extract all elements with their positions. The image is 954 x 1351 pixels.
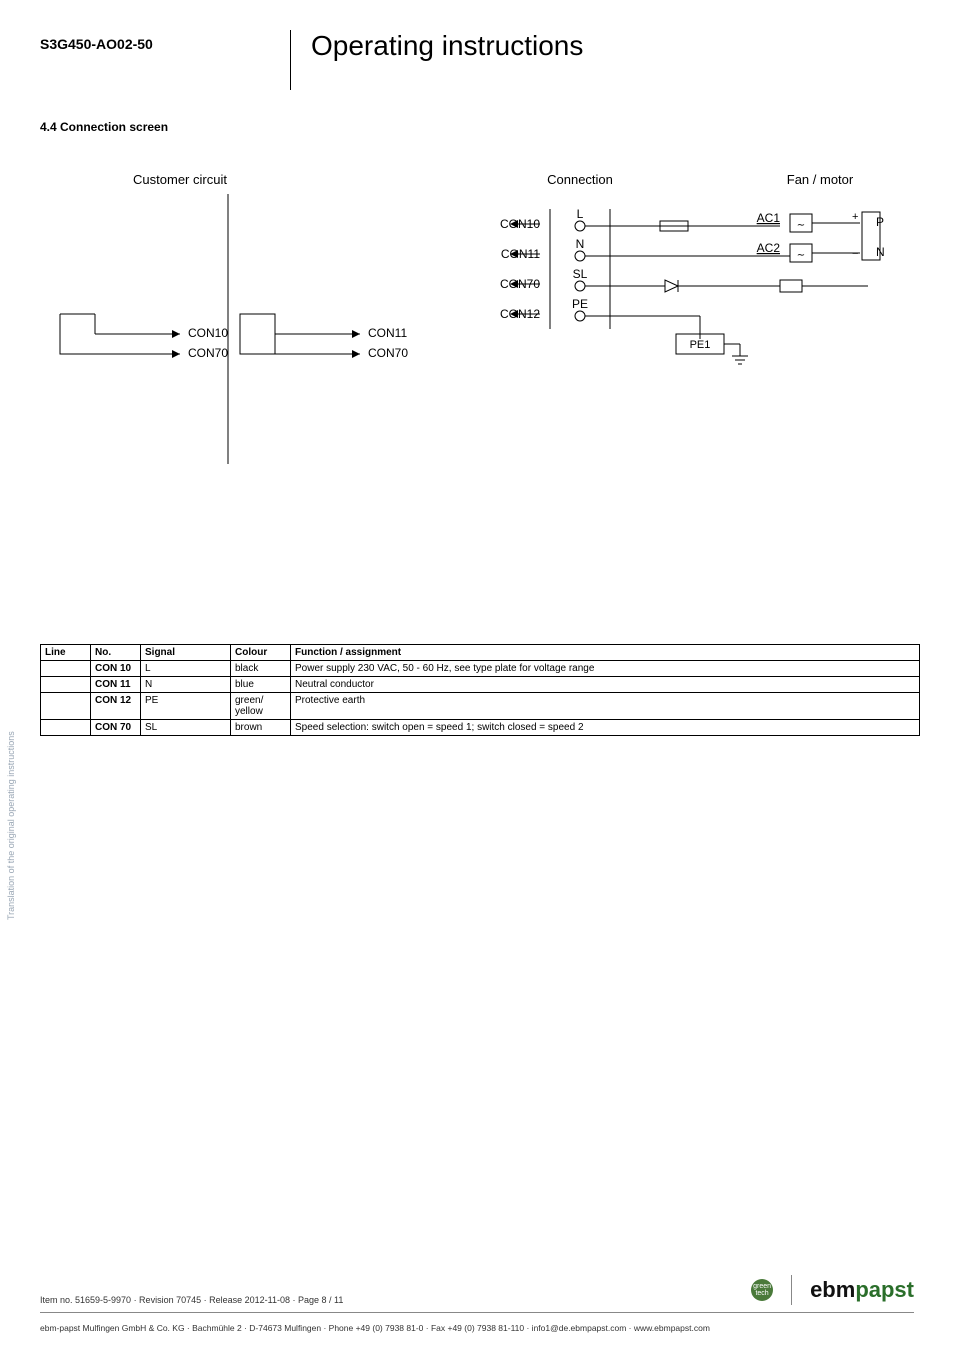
footer-company-info: ebm-papst Mulfingen GmbH & Co. KG · Bach… bbox=[40, 1323, 710, 1333]
row-con70: CON70 SL bbox=[500, 267, 868, 292]
cb1-out2: CON70 bbox=[188, 346, 228, 360]
svg-text:∼: ∼ bbox=[797, 250, 805, 261]
diagram-svg: Customer circuit Connection Fan / motor … bbox=[40, 164, 910, 484]
cell-func: Protective earth bbox=[291, 693, 920, 720]
footer-logo-area: green tech ebmpapst bbox=[751, 1275, 914, 1305]
row-con11: CON11 N AC2 ∼ − N bbox=[501, 237, 885, 262]
page-header: S3G450-AO02-50 Operating instructions bbox=[40, 30, 914, 90]
page-title: Operating instructions bbox=[311, 30, 583, 62]
row-con10: CON10 L AC1 ∼ + P bbox=[500, 207, 884, 260]
table-row: CON 10 L black Power supply 230 VAC, 50 … bbox=[41, 661, 920, 677]
cell-colour: green/ yellow bbox=[231, 693, 291, 720]
svg-text:AC1: AC1 bbox=[757, 211, 781, 225]
svg-text:PE: PE bbox=[572, 297, 588, 311]
page: S3G450-AO02-50 Operating instructions 4.… bbox=[0, 0, 954, 1351]
header-divider bbox=[290, 30, 291, 90]
svg-text:∼: ∼ bbox=[797, 220, 805, 231]
greentech-badge-icon: green tech bbox=[751, 1279, 773, 1301]
cb1-out1: CON10 bbox=[188, 326, 228, 340]
svg-text:SL: SL bbox=[573, 267, 588, 281]
connection-table-wrap: Line No. Signal Colour Function / assign… bbox=[40, 644, 914, 736]
connection-diagram: Customer circuit Connection Fan / motor … bbox=[40, 164, 910, 484]
cell-colour: black bbox=[231, 661, 291, 677]
cell-no: CON 70 bbox=[91, 720, 141, 736]
row-con12: CON12 PE bbox=[500, 297, 700, 339]
pe1-ground: PE1 bbox=[676, 334, 748, 364]
cell-func: Power supply 230 VAC, 50 - 60 Hz, see ty… bbox=[291, 661, 920, 677]
table-row: CON 11 N blue Neutral conductor bbox=[41, 677, 920, 693]
svg-text:PE1: PE1 bbox=[690, 339, 711, 351]
product-code: S3G450-AO02-50 bbox=[40, 30, 290, 52]
customer-block-1: CON10 CON70 bbox=[60, 314, 228, 360]
footer-item-info: Item no. 51659-5-9970 · Revision 70745 ·… bbox=[40, 1295, 343, 1305]
cb2-out1: CON11 bbox=[368, 326, 407, 340]
label-fan-motor: Fan / motor bbox=[787, 172, 854, 187]
connection-table: Line No. Signal Colour Function / assign… bbox=[40, 644, 920, 736]
table-row: CON 12 PE green/ yellow Protective earth bbox=[41, 693, 920, 720]
brand-logo: ebmpapst bbox=[810, 1277, 914, 1303]
cell-signal: N bbox=[141, 677, 231, 693]
brand-plain: ebm bbox=[810, 1277, 855, 1302]
svg-text:L: L bbox=[577, 207, 584, 221]
cb2-out2: CON70 bbox=[368, 346, 408, 360]
cell-colour: brown bbox=[231, 720, 291, 736]
cell-line bbox=[41, 677, 91, 693]
svg-text:+: + bbox=[852, 211, 858, 223]
cell-line bbox=[41, 661, 91, 677]
cell-func: Neutral conductor bbox=[291, 677, 920, 693]
cell-func: Speed selection: switch open = speed 1; … bbox=[291, 720, 920, 736]
th-line: Line bbox=[41, 645, 91, 661]
cell-signal: SL bbox=[141, 720, 231, 736]
cell-no: CON 11 bbox=[91, 677, 141, 693]
cell-signal: L bbox=[141, 661, 231, 677]
cell-no: CON 10 bbox=[91, 661, 141, 677]
connection-block: CON10 L AC1 ∼ + P bbox=[500, 207, 885, 364]
cell-signal: PE bbox=[141, 693, 231, 720]
cell-colour: blue bbox=[231, 677, 291, 693]
th-signal: Signal bbox=[141, 645, 231, 661]
svg-text:−: − bbox=[852, 248, 858, 260]
th-func: Function / assignment bbox=[291, 645, 920, 661]
label-connection: Connection bbox=[547, 172, 613, 187]
cell-no: CON 12 bbox=[91, 693, 141, 720]
badge-text: green tech bbox=[753, 1283, 771, 1297]
brand-accent: papst bbox=[855, 1277, 914, 1302]
table-header-row: Line No. Signal Colour Function / assign… bbox=[41, 645, 920, 661]
customer-block-2: CON11 CON70 bbox=[240, 314, 408, 360]
th-no: No. bbox=[91, 645, 141, 661]
section-heading: 4.4 Connection screen bbox=[40, 120, 914, 134]
th-colour: Colour bbox=[231, 645, 291, 661]
cell-line bbox=[41, 693, 91, 720]
cell-line bbox=[41, 720, 91, 736]
svg-text:N: N bbox=[576, 237, 585, 251]
side-translation-note: Translation of the original operating in… bbox=[6, 731, 16, 920]
svg-text:AC2: AC2 bbox=[757, 241, 781, 255]
svg-text:N: N bbox=[876, 245, 885, 259]
svg-text:P: P bbox=[876, 215, 884, 229]
footer-separator bbox=[40, 1312, 914, 1313]
logo-separator bbox=[791, 1275, 792, 1305]
label-customer-circuit: Customer circuit bbox=[133, 172, 227, 187]
table-row: CON 70 SL brown Speed selection: switch … bbox=[41, 720, 920, 736]
